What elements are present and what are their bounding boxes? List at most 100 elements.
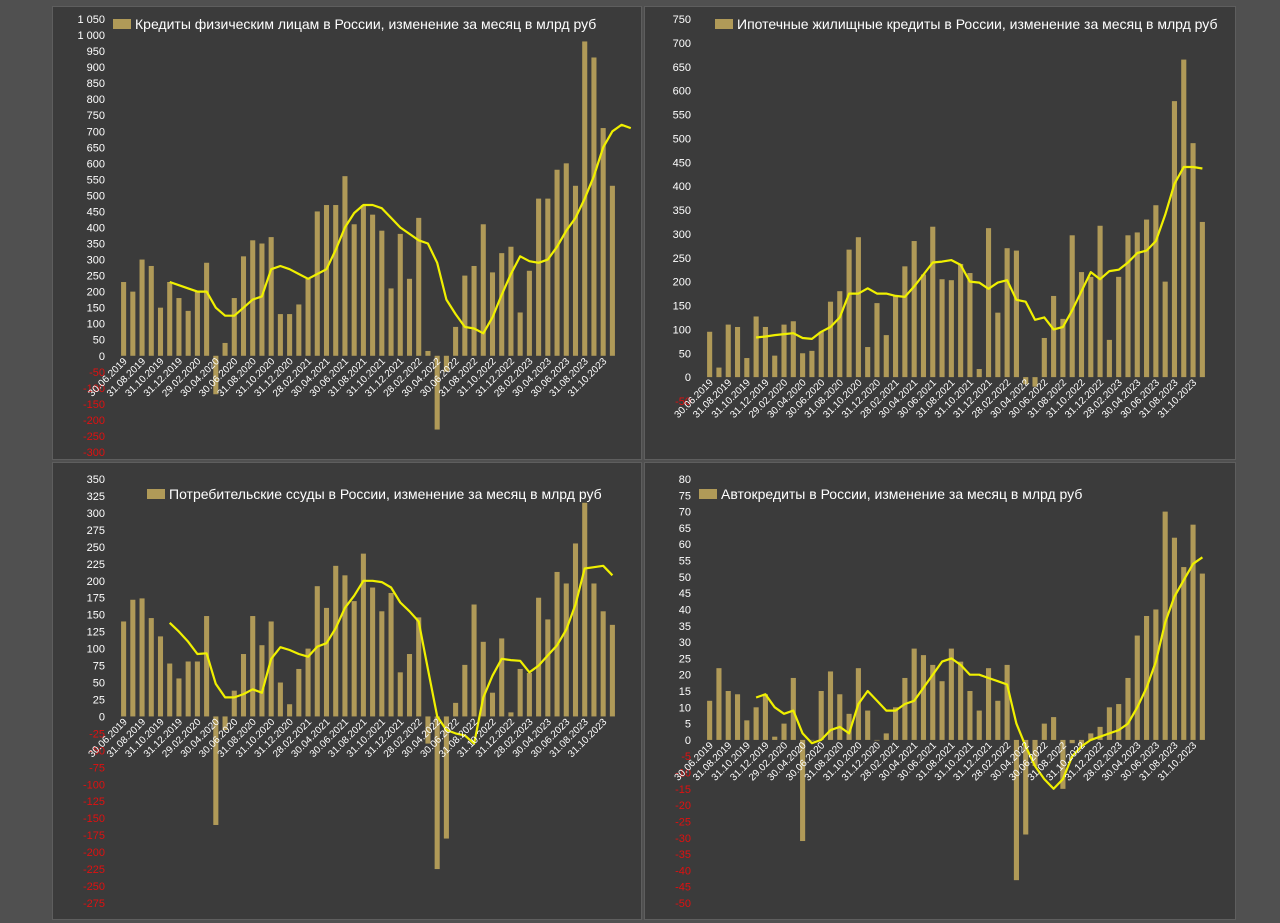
y-tick-label: -300 <box>83 447 105 459</box>
bar <box>591 57 597 356</box>
bar <box>167 663 173 717</box>
bar <box>809 739 815 741</box>
bar <box>222 716 228 731</box>
bar <box>1116 276 1122 378</box>
y-tick-label: -10 <box>675 768 691 780</box>
bar-series <box>707 59 1205 387</box>
y-tick-label: 950 <box>87 46 105 58</box>
bar <box>967 691 973 740</box>
y-tick-label: 15 <box>679 686 691 698</box>
y-tick-label: -275 <box>83 898 105 910</box>
y-tick-label: -200 <box>83 847 105 859</box>
y-tick-label: 65 <box>679 523 691 535</box>
bar <box>800 739 806 842</box>
bar <box>453 326 459 356</box>
bar <box>1013 250 1019 378</box>
y-tick-label: 350 <box>87 474 105 486</box>
bar <box>1190 143 1196 378</box>
bar <box>1171 101 1178 378</box>
y-tick-label: 250 <box>87 542 105 554</box>
bar <box>176 678 182 717</box>
bar <box>480 641 486 717</box>
bar <box>462 664 468 717</box>
y-tick-label: 125 <box>87 627 105 639</box>
bar <box>406 278 413 356</box>
chart-panel-mortgage-credits: -50 0 50 100 150 200 250 300 350 400 450 500 550 600 6… <box>644 6 1236 460</box>
bar <box>157 636 164 717</box>
bar <box>1051 717 1057 740</box>
bar <box>609 624 615 717</box>
y-tick-label: 350 <box>673 205 691 217</box>
chart-panel-auto-loans: -50 -45 -40 -35 -30 -25 -20 -15 -10 -5 0 5 10 15 20 25 3… <box>644 462 1236 920</box>
bar <box>939 279 945 378</box>
bar <box>425 716 431 744</box>
bar <box>526 270 532 356</box>
bar <box>268 237 274 356</box>
y-tick-label: 20 <box>679 670 691 682</box>
bar <box>818 691 824 740</box>
y-tick-label: 300 <box>673 229 691 241</box>
bar-series <box>707 511 1205 881</box>
bar <box>1060 739 1066 789</box>
bar <box>406 654 413 717</box>
bar <box>314 586 320 717</box>
y-tick-label: 75 <box>93 661 105 673</box>
bar <box>930 226 936 378</box>
y-tick-label: 250 <box>87 271 105 283</box>
bar <box>425 350 431 356</box>
chart-title: Автокредиты в России, изменение за месяц… <box>721 486 1082 502</box>
bar <box>176 298 182 356</box>
bar <box>902 677 908 740</box>
y-tick-label: 0 <box>99 711 105 723</box>
y-tick-label: 1 000 <box>77 30 105 42</box>
bar <box>268 621 274 717</box>
y-tick-label: 200 <box>673 277 691 289</box>
bar <box>762 326 768 378</box>
bar <box>1106 339 1112 378</box>
bar <box>314 211 320 356</box>
bar <box>388 288 394 356</box>
y-tick-label: 450 <box>673 157 691 169</box>
bar <box>772 355 778 378</box>
bar <box>985 668 992 740</box>
y-tick-label: 0 <box>685 735 691 747</box>
bar <box>572 185 579 356</box>
y-tick-label: 70 <box>679 507 691 519</box>
bar <box>1004 664 1010 740</box>
bar <box>865 710 871 740</box>
y-tick-label: -100 <box>83 779 105 791</box>
bar <box>563 583 569 717</box>
y-tick-label: 10 <box>679 702 691 714</box>
y-tick-label: 40 <box>679 604 691 616</box>
y-tick-label: 325 <box>87 491 105 503</box>
bar <box>121 282 127 356</box>
y-tick-label: 30 <box>679 637 691 649</box>
bar <box>185 310 191 356</box>
y-tick-label: -50 <box>675 898 691 910</box>
bar <box>609 185 615 356</box>
bar <box>333 205 339 356</box>
y-tick-label: -50 <box>89 367 105 379</box>
y-tick-label: 700 <box>673 38 691 50</box>
bar <box>939 681 945 740</box>
bar <box>716 668 722 740</box>
bar <box>1069 739 1075 744</box>
chart-svg: -50 0 50 100 150 200 250 300 350 400 450 500 550 600 6… <box>673 14 1218 421</box>
y-tick-label: 150 <box>87 303 105 315</box>
bar <box>517 312 523 356</box>
y-tick-label: 100 <box>87 319 105 331</box>
bar <box>781 723 787 740</box>
bar <box>744 720 750 740</box>
y-tick-label: -20 <box>675 800 691 812</box>
y-tick-label: 25 <box>93 694 105 706</box>
legend: Кредиты физическим лицам в России, измен… <box>113 16 596 32</box>
y-tick-label: -225 <box>83 864 105 876</box>
bar <box>846 713 852 740</box>
bar <box>582 502 588 717</box>
bar <box>1023 739 1029 835</box>
y-tick-label: -25 <box>675 816 691 828</box>
bar <box>213 355 219 395</box>
bar <box>545 198 551 356</box>
y-tick-label: 275 <box>87 525 105 537</box>
bar <box>333 565 339 717</box>
